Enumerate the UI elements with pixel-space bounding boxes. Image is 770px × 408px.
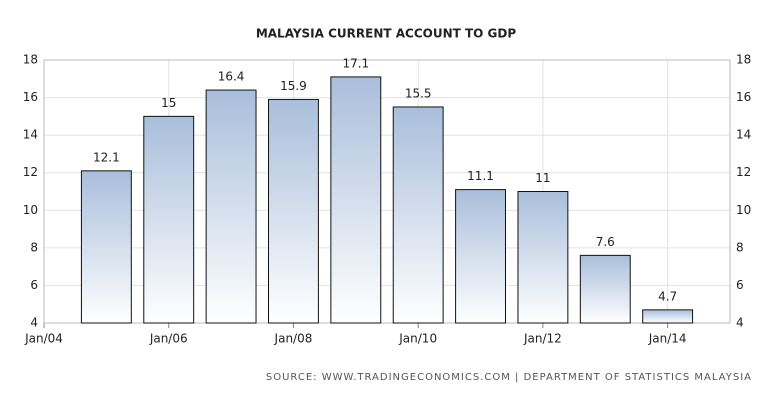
value-label: 15 [161,96,176,110]
plot-frame [43,59,731,324]
y2-tick-label: 4 [736,316,744,330]
value-label: 15.9 [280,79,307,93]
bar [579,254,631,324]
y-tick-label: 14 [23,128,38,142]
y2-tick-label: 8 [736,240,744,254]
y-tick-label: 12 [23,165,38,179]
y2-tick-label: 12 [736,165,751,179]
x-tick-label: Jan/04 [24,332,63,346]
bar [392,106,444,324]
y2-tick-label: 10 [736,203,751,217]
value-label: 17.1 [342,56,369,70]
bar [205,89,257,324]
value-label: 11 [535,171,550,185]
value-label: 4.7 [658,289,677,303]
value-label: 16.4 [218,70,245,84]
y-tick-label: 10 [23,203,38,217]
y-tick-label: 18 [23,53,38,67]
source-note: SOURCE: WWW.TRADINGECONOMICS.COM | DEPAR… [266,372,752,383]
bar [80,170,132,324]
value-label: 12.1 [93,150,120,164]
x-tick-label: Jan/10 [398,332,437,346]
y-tick-label: 4 [30,316,38,330]
bar [268,98,319,324]
bar [143,115,195,324]
y2-tick-label: 14 [736,128,751,142]
bar [517,191,569,324]
y-tick-label: 6 [30,278,38,292]
y2-tick-label: 18 [736,53,751,67]
bar [455,189,506,324]
y2-tick-label: 16 [736,90,751,104]
value-label: 11.1 [467,169,494,183]
y-tick-label: 16 [23,90,38,104]
y-tick-label: 8 [30,240,38,254]
bar [642,309,694,324]
chart-title: MALAYSIA CURRENT ACCOUNT TO GDP [256,27,517,41]
x-tick-label: Jan/12 [523,332,562,346]
value-label: 15.5 [405,86,432,100]
y2-tick-label: 6 [736,278,744,292]
x-tick-label: Jan/06 [149,332,188,346]
bar [330,76,382,324]
value-label: 7.6 [596,235,615,249]
x-tick-label: Jan/08 [274,332,313,346]
x-tick-label: Jan/14 [648,332,687,346]
